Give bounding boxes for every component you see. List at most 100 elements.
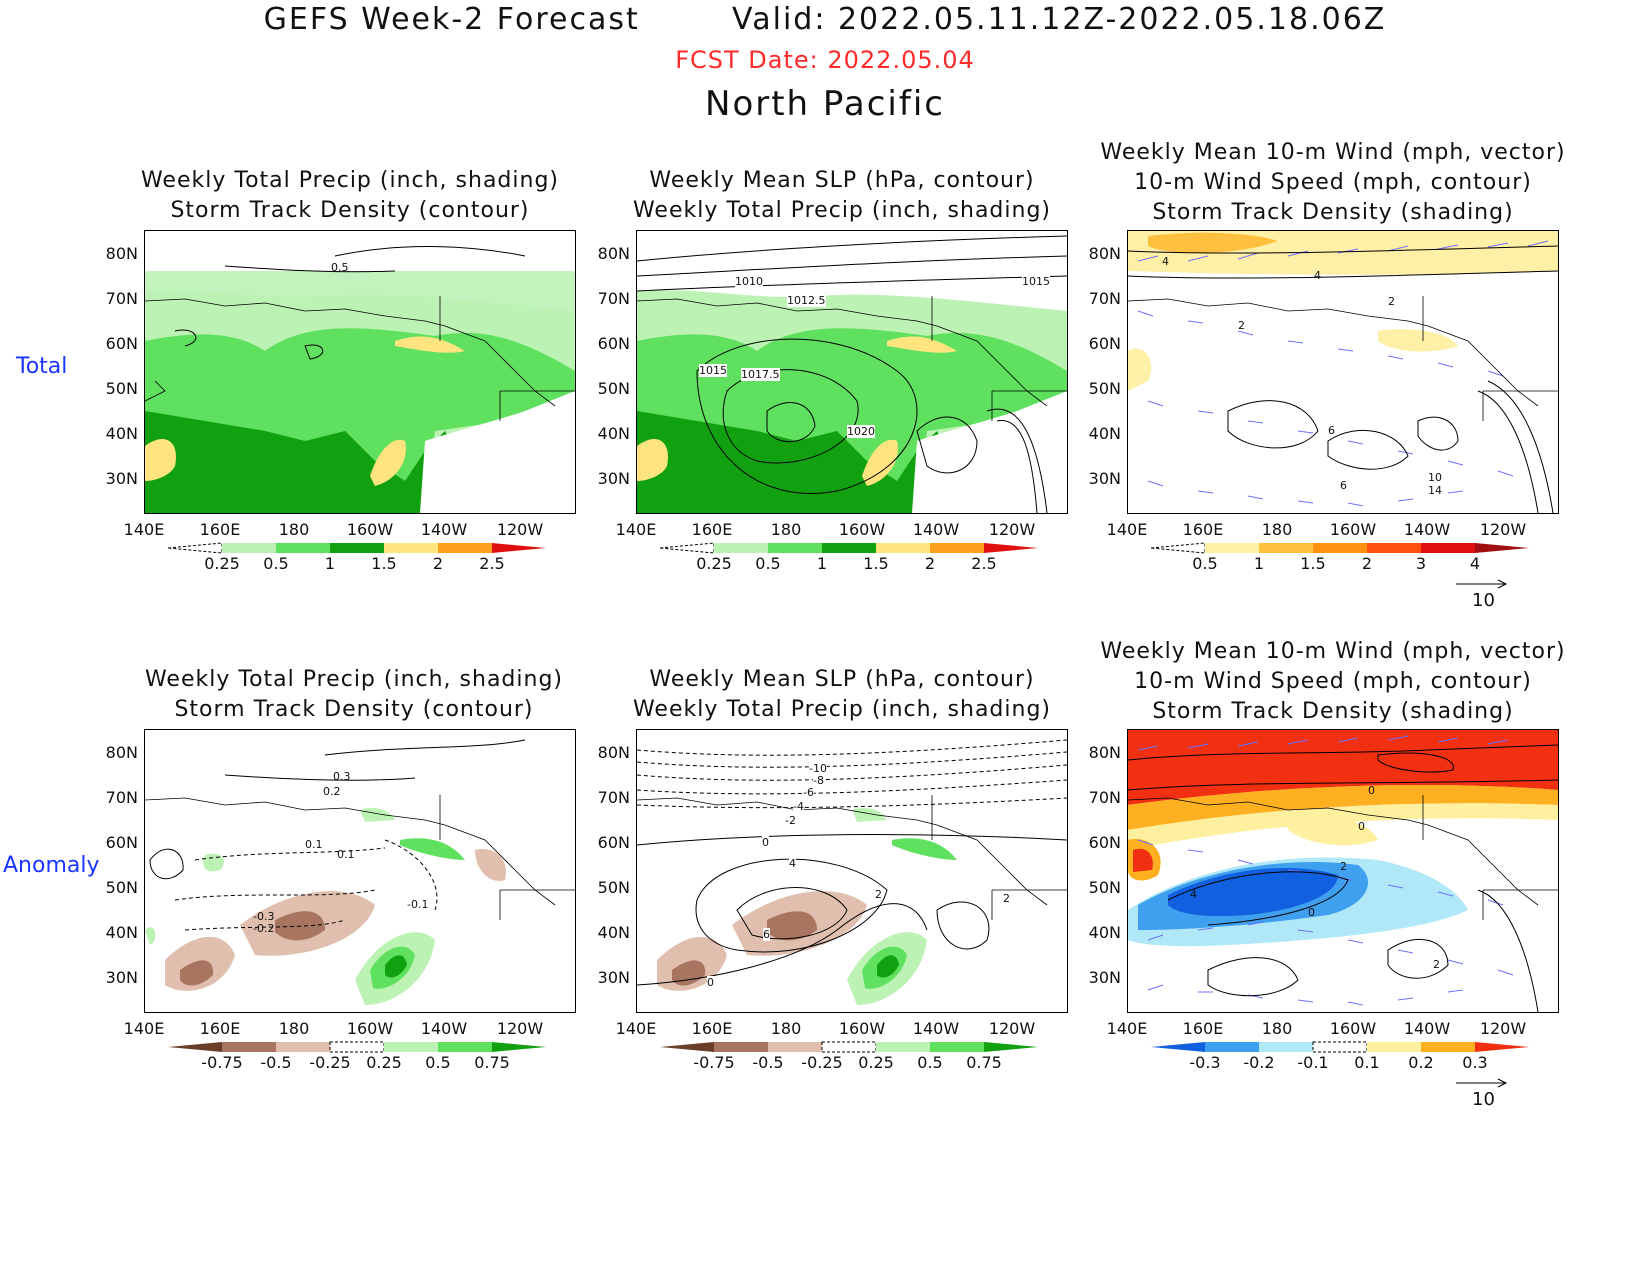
lat-label: 80N	[597, 244, 630, 263]
lon-label: 140W	[912, 1019, 960, 1038]
colorbar-label: 0.2	[1408, 1053, 1434, 1072]
colorbar-segment	[492, 1042, 546, 1052]
colorbar-label: 0.25	[204, 554, 240, 573]
colorbar-segment	[1421, 543, 1475, 553]
map-total-slp: 1010 1012.5 1015 1015 1017.5 1020	[636, 230, 1068, 514]
lon-label: 140W	[1403, 520, 1451, 539]
lat-label: 50N	[597, 379, 630, 398]
map-anom-slp: -10 -8 -6 -4 -2 0 4 6 2 0 2	[636, 729, 1068, 1013]
colorbar-label: -0.75	[693, 1053, 735, 1072]
lat-label: 70N	[105, 289, 138, 308]
colorbar-label: -0.1	[1297, 1053, 1329, 1072]
contour-label: 2	[1238, 319, 1245, 332]
colorbar	[168, 1041, 546, 1053]
colorbar-segment	[384, 1042, 438, 1052]
lat-label: 50N	[105, 878, 138, 897]
lat-label: 80N	[597, 743, 630, 762]
lat-label: 70N	[1088, 788, 1121, 807]
title-line: Weekly Total Precip (inch, shading)	[140, 168, 560, 193]
forecast-date: FCST Date: 2022.05.04	[675, 46, 975, 74]
lat-label: 30N	[1088, 469, 1121, 488]
contour-label: 1020	[847, 425, 875, 438]
lat-label: 70N	[597, 788, 630, 807]
colorbar-segment	[276, 543, 330, 553]
contour-label: -0.1	[407, 898, 429, 911]
lat-label: 70N	[1088, 289, 1121, 308]
colorbar-label: 1	[324, 554, 336, 573]
colorbar-segment	[1312, 1041, 1368, 1053]
colorbar-label: -0.5	[752, 1053, 784, 1072]
contour-label: 2	[1388, 295, 1395, 308]
contour-label: 4	[789, 857, 796, 870]
lon-label: 120W	[988, 520, 1036, 539]
colorbar	[660, 1041, 1038, 1053]
lat-label: 60N	[105, 833, 138, 852]
colorbar-segment	[384, 543, 438, 553]
lon-label: 160W	[346, 1019, 394, 1038]
lon-label: 160E	[691, 520, 733, 539]
lat-label: 60N	[597, 833, 630, 852]
colorbar-segment	[984, 543, 1038, 553]
panel-title-total-wind: Weekly Mean 10-m Wind (mph, vector) 10-m…	[1098, 138, 1568, 228]
lon-label: 140W	[1403, 1019, 1451, 1038]
lat-label: 50N	[1088, 379, 1121, 398]
contour-label: 1015	[1022, 275, 1050, 288]
colorbar-label: 3	[1415, 554, 1427, 573]
colorbar-label: 0.3	[1462, 1053, 1488, 1072]
contour-label: 6	[763, 928, 770, 941]
lon-label: 140E	[615, 1019, 657, 1038]
colorbar-segment	[1259, 543, 1313, 553]
contour-label: 0.5	[331, 261, 349, 274]
lat-label: 40N	[597, 424, 630, 443]
colorbar-segment	[168, 542, 223, 554]
contour-label: 0	[1308, 906, 1315, 919]
lon-label: 160E	[691, 1019, 733, 1038]
contour-label: -10	[809, 762, 827, 775]
lat-label: 50N	[105, 379, 138, 398]
lon-label: 120W	[496, 1019, 544, 1038]
contour-label: 2	[1340, 860, 1347, 873]
colorbar-segment	[660, 1042, 714, 1052]
colorbar-label: 2.5	[971, 554, 997, 573]
lon-label: 180	[770, 520, 802, 539]
colorbar-segment	[1151, 542, 1206, 554]
lon-label: 120W	[496, 520, 544, 539]
lat-label: 50N	[1088, 878, 1121, 897]
contour-label: 14	[1428, 484, 1442, 497]
map-total-wind-svg	[1128, 231, 1558, 513]
lon-label: 140W	[420, 520, 468, 539]
lon-label: 160W	[1329, 520, 1377, 539]
contour-label: 0	[1368, 784, 1375, 797]
map-anom-precip-svg	[145, 739, 575, 1005]
contour-label: 1017.5	[741, 368, 780, 381]
lat-label: 30N	[597, 968, 630, 987]
colorbar-segment	[1421, 1042, 1475, 1052]
contour-label: 1015	[699, 364, 727, 377]
colorbar-label: 0.75	[966, 1053, 1002, 1072]
lon-label: 160W	[1329, 1019, 1377, 1038]
lon-label: 120W	[1479, 520, 1527, 539]
lat-label: 60N	[597, 334, 630, 353]
lat-label: 80N	[1088, 743, 1121, 762]
lon-label: 180	[1261, 1019, 1293, 1038]
lat-label: 40N	[1088, 424, 1121, 443]
colorbar	[660, 542, 1038, 554]
colorbar-segment	[768, 543, 822, 553]
figure-title: GEFS Week-2 Forecast Valid: 2022.05.11.1…	[263, 2, 1387, 37]
colorbar-segment	[1205, 543, 1259, 553]
contour-label: 4	[1314, 269, 1321, 282]
colorbar-segment	[438, 1042, 492, 1052]
vector-reference-arrow	[1456, 579, 1508, 589]
colorbar-segment	[822, 543, 876, 553]
lon-label: 160E	[199, 520, 241, 539]
colorbar-label: 0.25	[696, 554, 732, 573]
title-line: Storm Track Density (shading)	[1152, 699, 1514, 724]
contour-label: 0	[1358, 820, 1365, 833]
colorbar	[1151, 542, 1529, 554]
panel-title-anom-wind: Weekly Mean 10-m Wind (mph, vector) 10-m…	[1098, 637, 1568, 727]
lat-label: 60N	[1088, 833, 1121, 852]
colorbar	[168, 542, 546, 554]
colorbar-segment	[821, 1041, 877, 1053]
map-anom-wind-svg	[1128, 730, 1558, 1012]
colorbar-label: 0.5	[425, 1053, 451, 1072]
